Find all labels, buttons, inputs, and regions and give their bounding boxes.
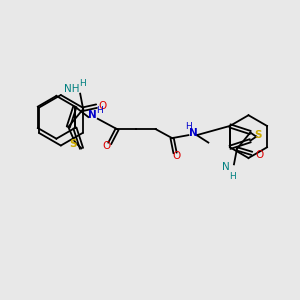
Text: O: O <box>172 151 181 161</box>
Text: O: O <box>255 150 264 160</box>
Text: N: N <box>88 110 97 120</box>
Text: N: N <box>188 128 197 138</box>
Text: S: S <box>255 130 262 140</box>
Text: H: H <box>185 122 192 131</box>
Text: O: O <box>99 101 107 111</box>
Text: S: S <box>70 139 77 148</box>
Text: H: H <box>96 106 103 115</box>
Text: O: O <box>103 141 111 151</box>
Text: H: H <box>79 79 86 88</box>
Text: NH: NH <box>64 84 79 94</box>
Text: H: H <box>229 172 236 181</box>
Text: N: N <box>222 162 230 172</box>
